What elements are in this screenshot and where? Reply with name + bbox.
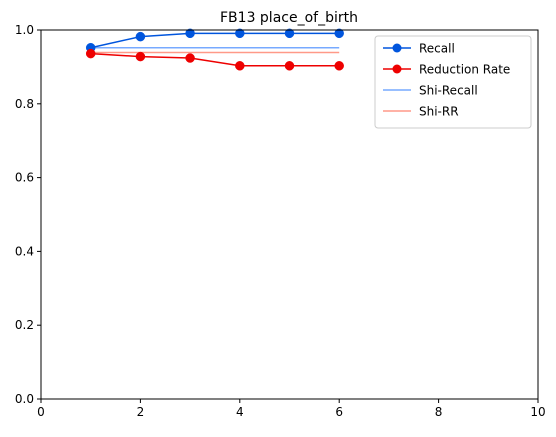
reduction-rate-point [335,61,344,70]
y-tick-label: 1.0 [15,23,34,37]
legend-label-reduction-rate: Reduction Rate [419,63,510,77]
x-tick-label: 2 [137,405,145,419]
reduction-rate-point [235,61,244,70]
chart-title: FB13 place_of_birth [220,10,358,26]
x-tick-label: 4 [236,405,244,419]
legend-label-shi-rr: Shi-RR [419,105,459,119]
x-tick-label: 6 [335,405,343,419]
x-tick-label: 8 [435,405,443,419]
reduction-rate-point [86,49,95,58]
recall-point [136,32,145,41]
y-tick-label: 0.2 [15,318,34,332]
y-tick-label: 0.0 [15,392,34,406]
legend-label-recall: Recall [419,42,455,56]
reduction-rate-point [136,52,145,61]
reduction-rate-point [186,54,195,63]
legend: Recall Reduction Rate Shi-Recall Shi-RR [375,36,531,128]
legend-marker-recall [393,44,402,53]
x-tick-label: 0 [37,405,45,419]
legend-label-shi-recall: Shi-Recall [419,84,478,98]
y-tick-label: 0.8 [15,97,34,111]
y-tick-label: 0.6 [15,171,34,185]
x-tick-label: 10 [530,405,545,419]
legend-marker-reduction-rate [393,65,402,74]
y-tick-label: 0.4 [15,244,34,258]
reduction-rate-point [285,61,294,70]
